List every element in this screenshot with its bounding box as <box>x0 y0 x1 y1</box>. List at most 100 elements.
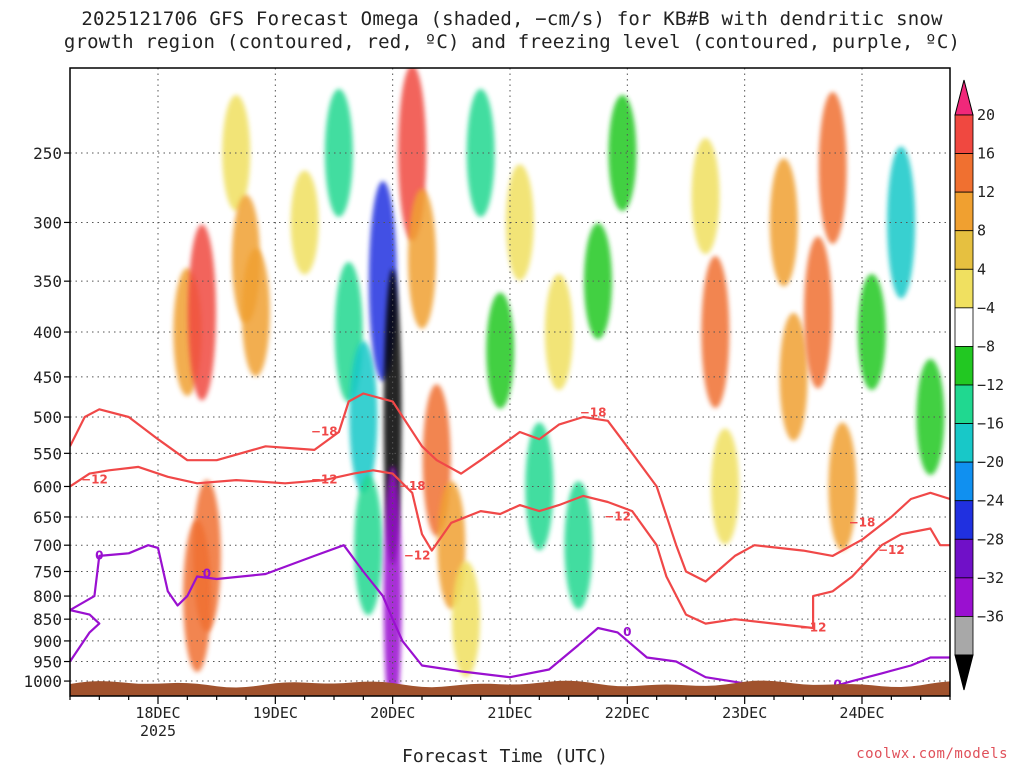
omega-cell <box>608 94 637 211</box>
title-line-2: growth region (contoured, red, ºC) and f… <box>63 31 961 53</box>
colorbar-label: −12 <box>977 376 1004 394</box>
grid-lines <box>70 68 950 696</box>
omega-cell <box>290 170 319 275</box>
y-tick-label: 300 <box>33 213 62 232</box>
omega-cell <box>525 422 554 551</box>
omega-cell <box>241 248 270 377</box>
colorbar-segment <box>954 307 974 347</box>
colorbar-label: −20 <box>977 453 1004 471</box>
colorbar-top-arrow <box>954 79 974 116</box>
freezing-level-0-label: 0 <box>95 548 103 562</box>
omega-cell <box>349 341 378 494</box>
dgz-minus-12-line <box>70 465 950 630</box>
colorbar-label: 12 <box>977 183 995 201</box>
colorbar: 20 16 12 8 4 −4 −8 −12 −16 −20 −24 −28 −32 −36 <box>954 79 1004 691</box>
y-tick-label: 250 <box>33 144 62 163</box>
colorbar-segment <box>954 616 974 656</box>
title-line-1: 2025121706 GFS Forecast Omega (shaded, −… <box>81 8 943 30</box>
x-tick-label: 22DEC <box>605 704 650 722</box>
x-tick-label: 24DEC <box>839 704 884 722</box>
colorbar-label: 8 <box>977 222 986 240</box>
omega-cell <box>383 466 402 696</box>
colorbar-segment <box>954 461 974 502</box>
colorbar-segment <box>954 577 974 617</box>
x-tick-label: 19DEC <box>253 704 298 722</box>
colorbar-label: −4 <box>977 299 995 317</box>
omega-cell <box>804 236 832 389</box>
x-axis-label: Forecast Time (UTC) <box>402 746 608 767</box>
dgz-minus-12-label: −12 <box>604 509 631 523</box>
omega-cell <box>779 312 808 441</box>
y-tick-label: 800 <box>33 587 62 606</box>
omega-cell <box>466 88 495 217</box>
y-tick-label: 1000 <box>23 672 62 691</box>
colorbar-label: −8 <box>977 337 995 355</box>
omega-cell <box>408 188 436 329</box>
omega-cell <box>188 224 216 401</box>
colorbar-label: 16 <box>977 145 995 163</box>
dgz-minus-18-label: −18 <box>580 406 607 420</box>
colorbar-label: −28 <box>977 530 1004 548</box>
x-tick-label: 21DEC <box>487 704 532 722</box>
colorbar-label: −16 <box>977 415 1004 433</box>
y-tick-label: 900 <box>33 632 62 651</box>
colorbar-segment <box>954 268 974 309</box>
colorbar-segment <box>954 423 974 463</box>
y-tick-label: 550 <box>33 444 62 463</box>
colorbar-segment <box>954 538 974 579</box>
y-tick-label: 850 <box>33 610 62 629</box>
omega-cell <box>701 256 730 409</box>
y-tick-label: 400 <box>33 323 62 342</box>
omega-cell <box>818 91 847 244</box>
y-tick-label: 350 <box>33 272 62 291</box>
y-tick-label: 750 <box>33 562 62 581</box>
colorbar-segment <box>954 191 974 232</box>
terrain-surface <box>70 680 950 696</box>
omega-cell <box>857 274 886 391</box>
omega-cell <box>916 359 945 476</box>
y-tick-label: 650 <box>33 508 62 527</box>
dgz-minus-18-label: −18 <box>849 515 876 529</box>
terrain-fill <box>70 680 950 696</box>
freezing-level-0-label: 0 <box>203 567 211 581</box>
y-tick-label: 700 <box>33 536 62 555</box>
freezing-level-0-label: 0 <box>623 625 631 639</box>
dgz-minus-18-line <box>70 392 950 583</box>
colorbar-segment <box>954 384 974 424</box>
colorbar-segment <box>954 153 974 193</box>
colorbar-label: 4 <box>977 260 986 278</box>
dgz-minus-12-label: −12 <box>81 473 108 487</box>
omega-cell <box>544 274 573 391</box>
omega-cell <box>691 138 720 255</box>
x-tick-label: 20DEC <box>370 704 415 722</box>
omega-cell <box>828 422 857 551</box>
colorbar-segment <box>954 114 974 154</box>
dgz-minus-12-label: −12 <box>311 473 338 487</box>
y-tick-label: 950 <box>33 653 62 672</box>
chart-title: 2025121706 GFS Forecast Omega (shaded, −… <box>0 8 1024 54</box>
credit-link[interactable]: coolwx.com/models <box>856 746 1008 762</box>
y-axis: 250 300 350 400 450 500 550 600 650 700 750 800 850 9… <box>23 144 70 691</box>
colorbar-segment <box>954 500 974 540</box>
colorbar-label: −24 <box>977 492 1004 510</box>
omega-cell <box>505 164 534 281</box>
dgz-minus-12-label: −12 <box>404 548 431 562</box>
omega-cell <box>564 481 593 610</box>
omega-cell <box>769 158 798 287</box>
x-tick-sublabel: 2025 <box>140 722 176 740</box>
dgz-minus-12-label: −12 <box>878 543 905 557</box>
dgz-minus-18-label: −18 <box>399 479 426 493</box>
x-tick-label: 23DEC <box>722 704 767 722</box>
colorbar-segment <box>954 230 974 270</box>
dgz-minus-18-label: −18 <box>311 424 338 438</box>
dgz-minus-12-label: −12 <box>800 621 827 635</box>
y-tick-label: 500 <box>33 408 62 427</box>
omega-cell <box>486 292 515 409</box>
omega-cell <box>324 88 353 217</box>
y-tick-label: 600 <box>33 477 62 496</box>
colorbar-segment <box>954 346 974 386</box>
x-tick-label: 18DEC <box>135 704 180 722</box>
y-tick-label: 450 <box>33 368 62 387</box>
